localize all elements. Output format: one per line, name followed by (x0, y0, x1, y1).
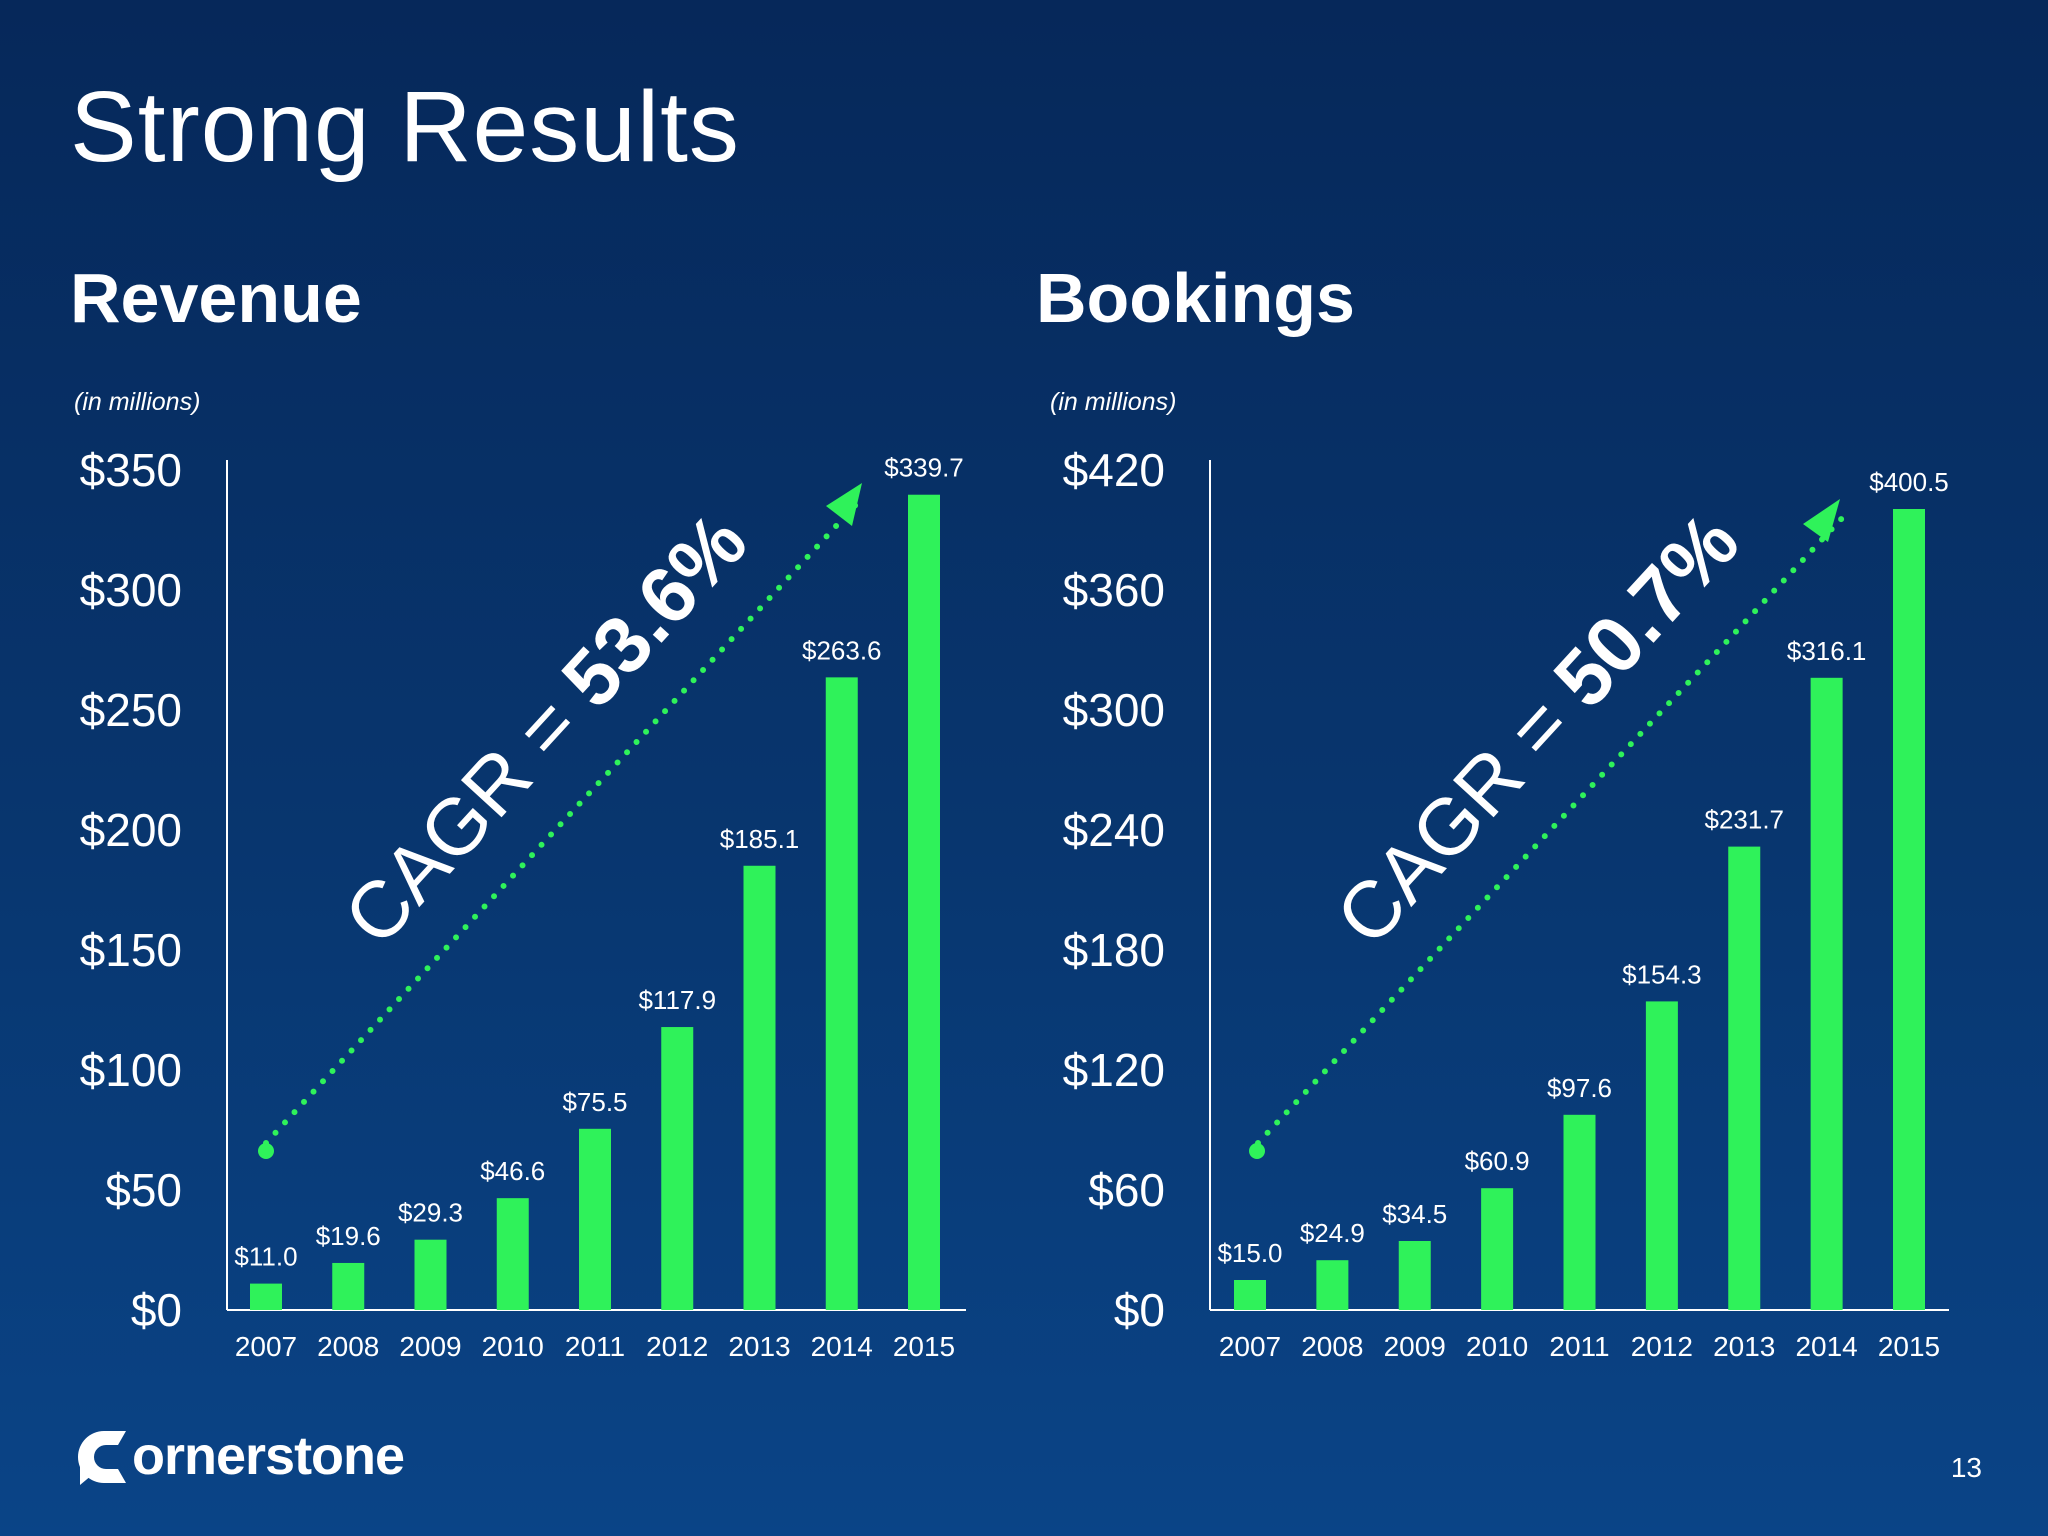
bookings-bar-2015 (1893, 509, 1925, 1310)
bookings-x-tick-label: 2008 (1301, 1331, 1363, 1362)
bookings-value-label: $231.7 (1704, 805, 1784, 835)
revenue-y-tick-label: $200 (80, 804, 182, 856)
page-number: 13 (1950, 1452, 1982, 1483)
revenue-x-tick-label: 2008 (317, 1331, 379, 1362)
revenue-x-tick-label: 2012 (646, 1331, 708, 1362)
revenue-value-label: $185.1 (720, 824, 800, 854)
bookings-bar-2011 (1563, 1114, 1596, 1310)
cornerstone-logo-mark-icon (78, 1431, 126, 1485)
bookings-bar-2008 (1316, 1260, 1349, 1310)
bookings-bar-2009 (1398, 1241, 1431, 1310)
revenue-y-tick-label: $150 (80, 924, 182, 976)
revenue-y-tick-label: $0 (131, 1284, 182, 1336)
bookings-bar-2014 (1810, 677, 1843, 1310)
revenue-bar-2011 (579, 1128, 611, 1310)
bookings-y-tick-label: $240 (1063, 804, 1165, 856)
revenue-y-tick-label: $50 (105, 1164, 182, 1216)
revenue-bar-2009 (414, 1239, 447, 1310)
bookings-value-label: $154.3 (1622, 959, 1702, 989)
bookings-y-tick-label: $120 (1063, 1044, 1165, 1096)
bookings-units-label: (in millions) (1050, 388, 1177, 416)
revenue-x-tick-label: 2007 (235, 1331, 297, 1362)
bookings-value-label: $34.5 (1382, 1199, 1447, 1229)
bookings-cagr-arrowhead (1803, 499, 1840, 542)
bookings-value-label: $400.5 (1869, 467, 1949, 497)
revenue-y-tick-label: $100 (80, 1044, 182, 1096)
revenue-y-tick-label: $300 (80, 564, 182, 616)
bookings-x-tick-label: 2014 (1795, 1331, 1857, 1362)
revenue-cagr-dotted-line (263, 495, 865, 1146)
revenue-chart-title: Revenue (70, 259, 362, 337)
bookings-cagr-start-dot (1249, 1143, 1265, 1159)
revenue-x-tick-label: 2011 (565, 1331, 625, 1362)
bookings-y-tick-label: $300 (1063, 684, 1165, 736)
revenue-units-label: (in millions) (74, 388, 201, 416)
bookings-chart-title: Bookings (1036, 259, 1355, 337)
bookings-bar-2010 (1481, 1188, 1514, 1310)
bookings-chart: $0 $60 $120 $180 $240 $300 $360 $420 $15.0 2007 $2… (1063, 444, 1949, 1362)
bookings-bar-2013 (1728, 846, 1761, 1310)
slide-title: Strong Results (70, 71, 740, 183)
revenue-bar-2007 (250, 1283, 282, 1310)
bookings-y-tick-label: $180 (1063, 924, 1165, 976)
revenue-value-label: $11.0 (234, 1242, 297, 1272)
revenue-bar-2013 (743, 865, 776, 1310)
revenue-cagr-arrowhead (826, 483, 862, 526)
revenue-value-label: $19.6 (316, 1221, 381, 1251)
bookings-cagr-annotation: CAGR = 50.7% (1319, 496, 1756, 961)
bookings-x-tick-label: 2012 (1631, 1331, 1693, 1362)
revenue-bar-2008 (332, 1262, 365, 1310)
bookings-x-tick-label: 2015 (1878, 1331, 1940, 1362)
revenue-x-tick-label: 2015 (893, 1331, 955, 1362)
revenue-value-label: $29.3 (398, 1198, 463, 1228)
revenue-bar-2012 (661, 1027, 694, 1310)
bookings-x-tick-label: 2011 (1549, 1331, 1609, 1362)
bookings-value-label: $97.6 (1547, 1073, 1612, 1103)
bookings-y-tick-label: $0 (1114, 1284, 1165, 1336)
revenue-cagr-annotation: CAGR = 53.6% (327, 496, 764, 961)
revenue-y-tick-label: $350 (80, 444, 182, 496)
bookings-x-tick-label: 2009 (1384, 1331, 1446, 1362)
bookings-value-label: $15.0 (1217, 1238, 1282, 1268)
bookings-bar-2007 (1234, 1280, 1266, 1310)
bookings-cagr-dotted-line (1255, 513, 1847, 1146)
revenue-cagr-start-dot (258, 1143, 274, 1159)
revenue-x-tick-label: 2014 (811, 1331, 873, 1362)
logo-text: ornerstone (132, 1426, 405, 1486)
revenue-value-label: $46.6 (480, 1156, 545, 1186)
bookings-x-tick-label: 2013 (1713, 1331, 1775, 1362)
revenue-value-label: $263.6 (802, 635, 882, 665)
revenue-value-label: $75.5 (562, 1087, 627, 1117)
bookings-value-label: $316.1 (1787, 636, 1867, 666)
revenue-y-tick-label: $250 (80, 684, 182, 736)
revenue-value-label: $339.7 (884, 453, 964, 483)
revenue-bar-2010 (496, 1198, 529, 1310)
revenue-x-tick-label: 2009 (399, 1331, 461, 1362)
bookings-value-label: $24.9 (1300, 1218, 1365, 1248)
bookings-x-tick-label: 2007 (1219, 1331, 1281, 1362)
cornerstone-logo: ornerstone (78, 1425, 405, 1487)
revenue-bar-2015 (908, 494, 940, 1311)
revenue-x-tick-label: 2013 (728, 1331, 790, 1362)
bookings-y-tick-label: $60 (1088, 1164, 1165, 1216)
revenue-chart: $0 $50 $100 $150 $200 $250 $300 $350 $11.0 2007 $1… (80, 444, 966, 1362)
bookings-y-tick-label: $360 (1063, 564, 1165, 616)
bookings-y-tick-label: $420 (1063, 444, 1165, 496)
bookings-bar-2012 (1645, 1001, 1678, 1310)
bookings-x-tick-label: 2010 (1466, 1331, 1528, 1362)
revenue-bar-2014 (825, 677, 858, 1310)
revenue-x-tick-label: 2010 (482, 1331, 544, 1362)
revenue-value-label: $117.9 (638, 985, 716, 1015)
bookings-value-label: $60.9 (1465, 1146, 1530, 1176)
